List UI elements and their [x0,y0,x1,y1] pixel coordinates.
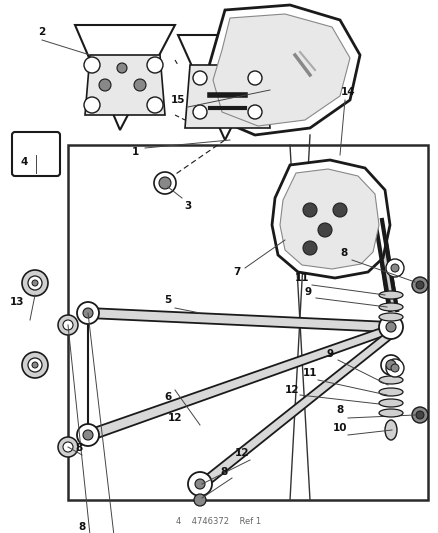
Text: 12: 12 [284,385,299,395]
Circle shape [77,424,99,446]
Polygon shape [212,14,349,126]
Circle shape [302,203,316,217]
Circle shape [411,407,427,423]
Circle shape [147,57,162,73]
Polygon shape [200,328,395,488]
Ellipse shape [378,313,402,321]
Text: 8: 8 [78,522,85,532]
Text: 7: 7 [233,267,240,277]
Text: 5: 5 [164,295,171,305]
Circle shape [159,177,171,189]
Circle shape [32,362,38,368]
Circle shape [193,71,207,85]
Text: 3: 3 [184,201,191,211]
Text: 12: 12 [167,413,182,423]
Ellipse shape [378,376,402,384]
Polygon shape [279,169,378,269]
Text: 14: 14 [340,87,354,97]
Text: 8: 8 [336,405,343,415]
Text: 8: 8 [220,467,227,477]
Circle shape [63,442,73,452]
Text: 2: 2 [38,27,46,37]
Circle shape [390,364,398,372]
Circle shape [302,241,316,255]
Circle shape [415,411,423,419]
Polygon shape [85,55,165,115]
Circle shape [385,322,395,332]
Ellipse shape [384,420,396,440]
Circle shape [83,308,93,318]
Circle shape [415,281,423,289]
Circle shape [84,57,100,73]
Polygon shape [88,325,391,440]
Text: 10: 10 [332,423,346,433]
Text: 8: 8 [75,443,82,453]
Circle shape [32,280,38,286]
Text: 8: 8 [339,248,347,258]
Text: 11: 11 [302,368,317,378]
Text: 9: 9 [326,349,333,359]
Polygon shape [184,65,269,128]
Text: 15: 15 [170,95,185,105]
Polygon shape [373,220,397,310]
Circle shape [28,358,42,372]
Circle shape [117,63,127,73]
Text: 12: 12 [234,448,249,458]
Circle shape [247,105,261,119]
Text: 4: 4 [20,157,28,167]
Circle shape [83,430,93,440]
Circle shape [378,315,402,339]
Polygon shape [177,35,277,140]
Ellipse shape [378,291,402,299]
Circle shape [194,479,205,489]
Circle shape [147,97,162,113]
Circle shape [317,223,331,237]
Polygon shape [88,308,389,332]
Text: 11: 11 [294,273,308,283]
Circle shape [134,79,146,91]
Text: 1: 1 [131,147,138,157]
Circle shape [385,359,403,377]
Circle shape [193,105,207,119]
Polygon shape [75,25,175,130]
Circle shape [77,302,99,324]
FancyBboxPatch shape [12,132,60,176]
Circle shape [154,172,176,194]
Circle shape [84,97,100,113]
Polygon shape [205,5,359,135]
Circle shape [194,494,205,506]
Text: 13: 13 [10,297,24,307]
Circle shape [187,472,212,496]
Circle shape [411,277,427,293]
Ellipse shape [378,409,402,417]
Circle shape [385,360,395,370]
Circle shape [58,437,78,457]
Circle shape [63,320,73,330]
Circle shape [332,203,346,217]
Text: 9: 9 [304,287,311,297]
Circle shape [380,355,400,375]
Circle shape [99,79,111,91]
Circle shape [390,264,398,272]
Circle shape [58,315,78,335]
Circle shape [28,276,42,290]
Circle shape [385,259,403,277]
Circle shape [247,71,261,85]
Text: 6: 6 [164,392,171,402]
Ellipse shape [378,388,402,396]
Text: 4    4746372    Ref 1: 4 4746372 Ref 1 [176,518,261,527]
Ellipse shape [378,303,402,311]
Circle shape [22,270,48,296]
Circle shape [22,352,48,378]
Bar [68,145,427,500]
Polygon shape [272,160,389,278]
Ellipse shape [378,399,402,407]
